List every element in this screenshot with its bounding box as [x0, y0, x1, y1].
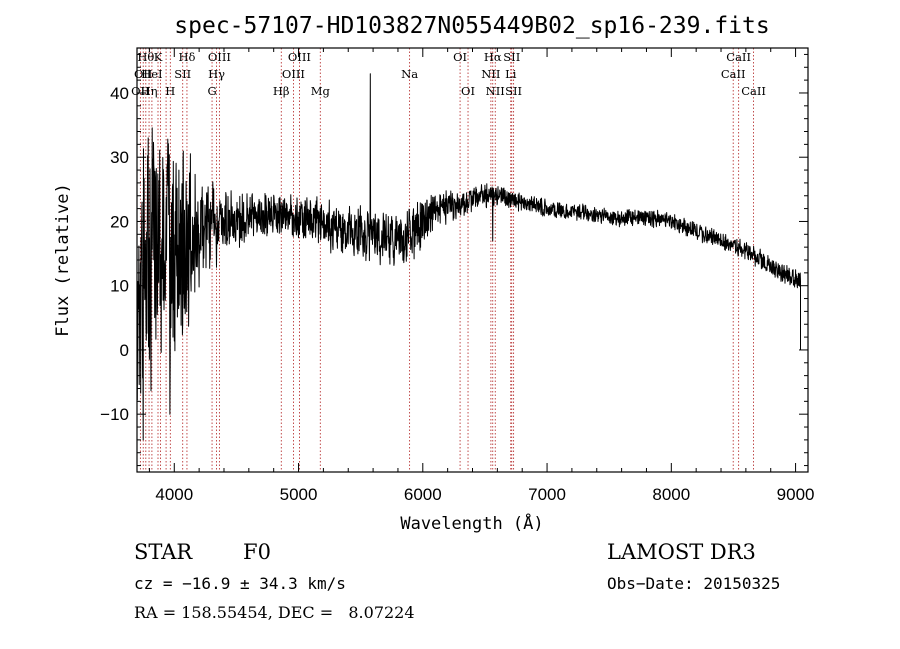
y-tick-label-4: 30 — [110, 148, 129, 167]
line-label-25: SII — [503, 50, 520, 64]
x-tick-label-1: 5000 — [280, 485, 318, 504]
spectral-line-markers — [139, 48, 754, 472]
redshift-cz: cz = −16.9 ± 34.3 km/s — [134, 574, 346, 593]
x-axis: 4000 5000 6000 7000 8000 9000 — [148, 48, 815, 504]
line-label-28: CaII — [726, 50, 751, 64]
x-tick-label-0: 4000 — [155, 485, 193, 504]
y-axis: −10 0 10 20 30 40 — [100, 53, 808, 467]
line-label-9: SII — [174, 67, 191, 81]
line-label-1: OII — [134, 67, 153, 81]
line-label-27: CaII — [721, 67, 746, 81]
line-label-21: NII — [481, 67, 500, 81]
line-label-14: Hβ — [273, 84, 290, 98]
x-axis-label: Wavelength (Å) — [400, 512, 543, 534]
line-label-10: Hδ — [178, 50, 195, 64]
survey-name: LAMOST DR3 — [607, 540, 756, 564]
y-tick-label-3: 20 — [110, 212, 129, 231]
line-label-15: OIII — [282, 67, 305, 81]
coordinates: RA = 158.55454, DEC = 8.07224 — [134, 603, 415, 622]
line-label-2: Hθ — [137, 50, 154, 64]
object-class: STAR — [134, 540, 193, 564]
x-tick-label-3: 7000 — [528, 485, 566, 504]
line-label-22: Hα — [484, 50, 502, 64]
x-tick-label-4: 8000 — [652, 485, 690, 504]
spectrum-line — [136, 73, 801, 441]
line-label-3: Hη — [141, 84, 158, 98]
line-label-4: HeI — [141, 67, 162, 81]
chart-title: spec-57107-HD103827N055449B02_sp16-239.f… — [174, 13, 769, 39]
object-subclass: F0 — [243, 540, 271, 564]
line-label-24: Li — [505, 67, 517, 81]
plot-frame — [136, 47, 809, 473]
line-label-8: H — [165, 84, 175, 98]
line-label-17: Mg — [311, 84, 331, 98]
y-axis-label: Flux (relative) — [53, 183, 73, 337]
y-tick-label-2: 10 — [110, 277, 129, 296]
line-label-11: G — [207, 84, 216, 98]
line-label-26: SII — [505, 84, 522, 98]
observation-date: Obs−Date: 20150325 — [607, 574, 781, 593]
line-label-19: OI — [453, 50, 467, 64]
y-tick-label-0: −10 — [100, 405, 129, 424]
x-tick-label-5: 9000 — [777, 485, 815, 504]
y-tick-label-5: 40 — [110, 84, 129, 103]
line-label-16: OIII — [288, 50, 311, 64]
x-tick-label-2: 6000 — [404, 485, 442, 504]
line-label-29: CaII — [741, 84, 766, 98]
line-label-5: K — [154, 50, 163, 64]
line-label-20: OI — [461, 84, 475, 98]
line-label-18: Na — [401, 67, 418, 81]
line-label-13: OIII — [208, 50, 231, 64]
line-label-23: NII — [486, 84, 505, 98]
y-tick-label-1: 0 — [120, 341, 129, 360]
spectral-line-labels: OII OII Hθ Hη HeI K H SII Hδ G Hγ OIII Hβ OIII OIII Mg N… — [131, 50, 766, 98]
line-label-0: OII — [131, 84, 150, 98]
line-label-12: Hγ — [208, 67, 225, 81]
